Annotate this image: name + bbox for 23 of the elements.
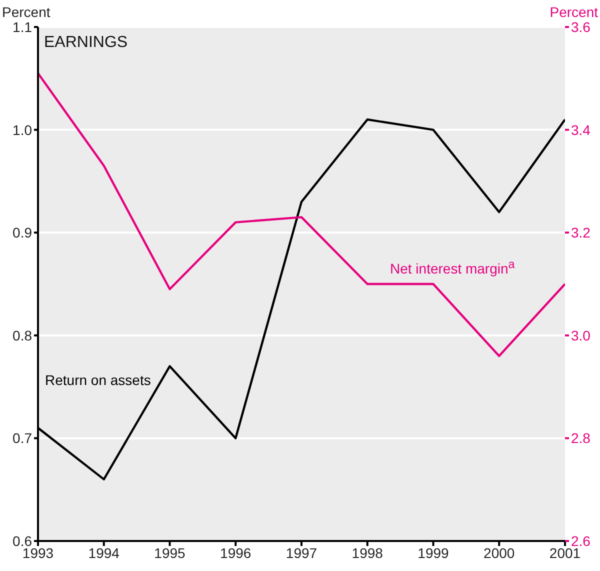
y-tick-label: 0.7 <box>12 430 32 446</box>
y2-tick-label: 3.0 <box>571 327 591 344</box>
x-tick-label: 1999 <box>418 544 450 561</box>
x-tick-label: 1994 <box>88 544 120 561</box>
y-tick-label: 1.0 <box>12 122 32 138</box>
y2-tick-label: 3.2 <box>571 224 591 241</box>
y2-tick-label: 3.4 <box>571 122 591 138</box>
y2-tick-label: 2.8 <box>571 430 591 446</box>
y2-axis-title: Percent <box>550 4 598 20</box>
y-axis-title: Percent <box>2 4 50 20</box>
x-tick-label: 2000 <box>484 544 515 561</box>
x-tick-label: 1995 <box>154 544 186 561</box>
x-tick-label: 1998 <box>352 544 384 561</box>
series-label: Return on assets <box>45 372 151 388</box>
y-tick-label: 1.1 <box>12 18 32 35</box>
y-tick-label: 0.8 <box>12 327 32 344</box>
x-tick-label: 1997 <box>286 544 318 561</box>
y-tick-label: 0.9 <box>12 224 32 241</box>
chart-title: EARNINGS <box>44 34 128 52</box>
x-tick-label: 1996 <box>220 544 252 561</box>
line-series <box>38 72 565 358</box>
series-label: Net interest margin$^{a}$ <box>390 258 515 277</box>
y2-tick-label: 3.6 <box>571 18 591 35</box>
